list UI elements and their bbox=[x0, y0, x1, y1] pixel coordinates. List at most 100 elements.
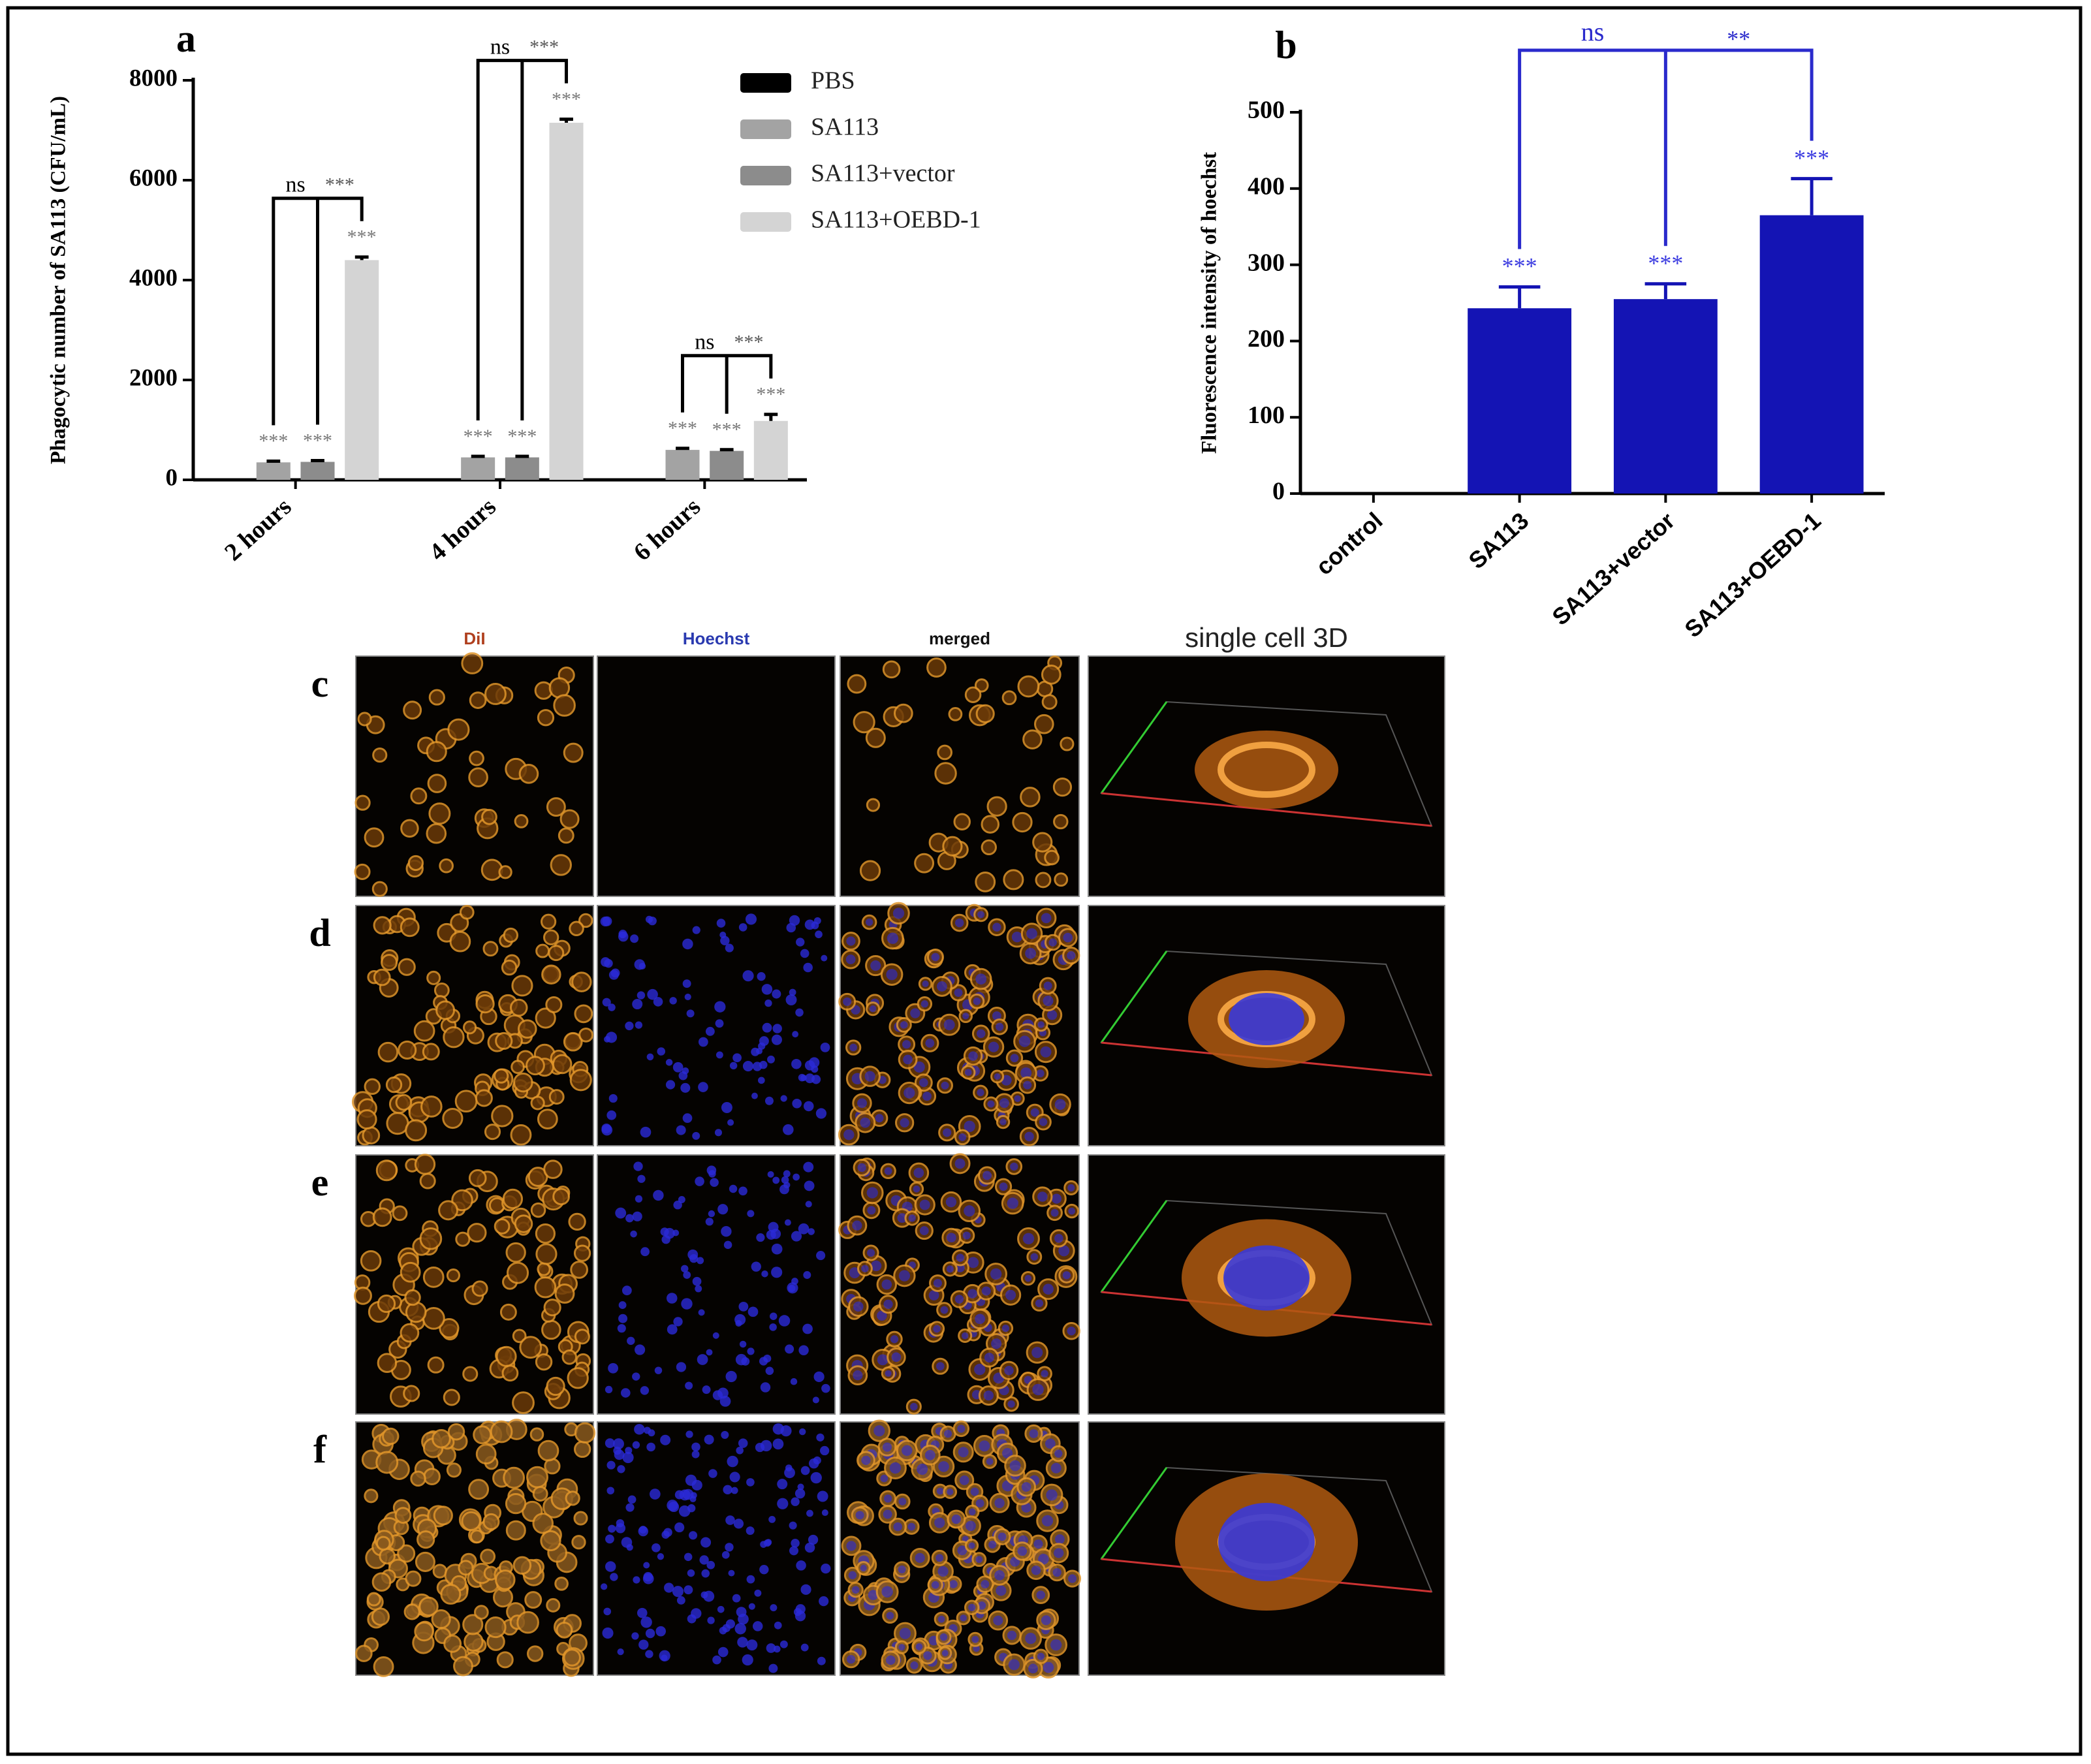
nucleus bbox=[897, 1213, 907, 1223]
nucleus bbox=[941, 1650, 949, 1657]
micrograph bbox=[597, 655, 836, 897]
row-label: f bbox=[313, 1428, 327, 1471]
nucleus bbox=[734, 1623, 746, 1635]
nucleus bbox=[922, 1092, 932, 1101]
nucleus bbox=[959, 1475, 969, 1485]
nucleus bbox=[946, 1265, 954, 1273]
nucleus bbox=[682, 938, 693, 950]
nucleus bbox=[908, 1214, 916, 1222]
cell bbox=[563, 1032, 583, 1052]
nucleus bbox=[867, 1206, 876, 1215]
nucleus bbox=[803, 1271, 811, 1279]
cell bbox=[501, 959, 518, 976]
nucleus bbox=[1025, 947, 1037, 959]
nucleus bbox=[962, 1231, 971, 1240]
cell bbox=[948, 707, 963, 721]
error-bar bbox=[1791, 177, 1832, 215]
nucleus bbox=[791, 1497, 800, 1506]
cell bbox=[392, 1205, 408, 1221]
nucleus bbox=[915, 1643, 923, 1650]
nucleus bbox=[803, 1101, 814, 1112]
nucleus bbox=[772, 1438, 784, 1450]
cell bbox=[1017, 675, 1040, 698]
nucleus bbox=[770, 1604, 778, 1612]
cell bbox=[516, 1611, 539, 1634]
micrograph bbox=[840, 655, 1080, 897]
cell bbox=[926, 657, 947, 678]
nucleus bbox=[975, 1556, 983, 1564]
column-header: single cell 3D bbox=[1185, 622, 1348, 653]
nucleus bbox=[738, 1438, 748, 1448]
nucleus bbox=[853, 1370, 863, 1381]
cell bbox=[865, 727, 886, 748]
cell bbox=[375, 1451, 399, 1474]
nucleus bbox=[1021, 1502, 1031, 1513]
cell bbox=[400, 1323, 420, 1343]
nucleus bbox=[762, 1022, 772, 1033]
nucleus bbox=[625, 1447, 633, 1455]
nucleus bbox=[910, 1661, 919, 1670]
nucleus bbox=[885, 1655, 896, 1665]
error-bar bbox=[266, 459, 281, 463]
cell bbox=[394, 1507, 412, 1524]
nucleus bbox=[772, 1024, 782, 1033]
cell bbox=[859, 860, 881, 881]
nucleus bbox=[689, 1531, 698, 1540]
nucleus bbox=[772, 1423, 784, 1435]
cell bbox=[438, 1200, 459, 1221]
cell bbox=[981, 815, 1000, 834]
cell bbox=[541, 1319, 561, 1340]
nucleus bbox=[805, 1073, 815, 1084]
nucleus bbox=[892, 907, 905, 919]
nucleus bbox=[604, 958, 613, 968]
bracket-label: ns bbox=[286, 173, 306, 197]
cell bbox=[475, 994, 495, 1014]
micrograph bbox=[1088, 655, 1445, 897]
nucleus bbox=[712, 1655, 721, 1665]
nucleus bbox=[882, 1442, 892, 1452]
nucleus bbox=[601, 1124, 613, 1136]
nucleus bbox=[643, 1562, 650, 1569]
nucleus bbox=[725, 1619, 735, 1629]
nucleus bbox=[1029, 1429, 1039, 1438]
nucleus bbox=[692, 1276, 702, 1286]
cell bbox=[454, 1090, 478, 1113]
cell bbox=[505, 1520, 526, 1541]
nucleus bbox=[737, 1637, 748, 1648]
nucleus bbox=[817, 1656, 826, 1665]
nucleus bbox=[729, 1472, 740, 1483]
cell bbox=[574, 1004, 593, 1024]
nucleus bbox=[791, 1538, 800, 1548]
significance-bracket bbox=[476, 59, 569, 421]
nucleus bbox=[1001, 1325, 1010, 1332]
cell bbox=[422, 1043, 440, 1061]
legend-label: SA113+vector bbox=[811, 160, 955, 187]
cell bbox=[986, 796, 1007, 817]
nucleus bbox=[618, 1314, 628, 1323]
nucleus bbox=[771, 1243, 783, 1255]
nucleus bbox=[706, 1349, 713, 1356]
cell bbox=[428, 802, 451, 825]
significance-stars: *** bbox=[756, 384, 785, 405]
nucleus bbox=[760, 1382, 771, 1393]
nucleus bbox=[769, 1323, 777, 1331]
nucleus bbox=[821, 1509, 828, 1517]
nucleus bbox=[759, 1564, 769, 1575]
nucleus bbox=[610, 1573, 618, 1581]
nucleus bbox=[792, 1031, 799, 1038]
cell bbox=[491, 1105, 514, 1127]
nucleus bbox=[861, 1455, 871, 1465]
cell bbox=[475, 1443, 497, 1465]
nucleus bbox=[821, 954, 828, 962]
nucleus bbox=[886, 1611, 894, 1620]
cell bbox=[519, 1336, 542, 1359]
cell bbox=[545, 996, 563, 1013]
nucleus bbox=[852, 1220, 862, 1231]
cell bbox=[427, 774, 447, 793]
y-tick-label: 0 bbox=[166, 464, 178, 491]
nucleus bbox=[646, 1442, 655, 1452]
nucleus bbox=[646, 1053, 654, 1061]
nucleus bbox=[924, 1449, 935, 1460]
nucleus bbox=[608, 1003, 616, 1011]
cell bbox=[382, 1427, 400, 1445]
